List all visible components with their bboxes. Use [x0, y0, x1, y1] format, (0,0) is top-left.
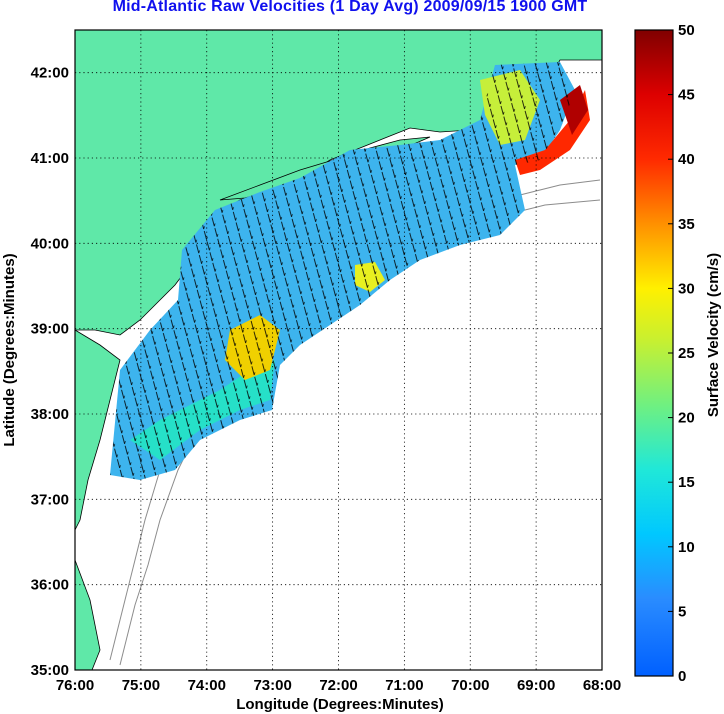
x-tick-label: 70:00 [451, 677, 489, 694]
colorbar-tick-label: 5 [678, 603, 686, 620]
colorbar-tick-label: 30 [678, 280, 695, 297]
colorbar-ticks: 0 5 10 15 20 25 30 35 40 45 50 [668, 22, 695, 685]
colorbar-tick-label: 15 [678, 474, 695, 491]
y-tick-label: 42:00 [31, 65, 69, 82]
y-tick-label: 41:00 [31, 150, 69, 167]
colorbar-tick-label: 50 [678, 22, 695, 39]
x-tick-label: 69:00 [517, 677, 555, 694]
colorbar-tick-label: 20 [678, 410, 695, 427]
y-axis-label: Latitude (Degrees:Minutes) [1, 253, 18, 446]
x-tick-label: 68:00 [583, 677, 621, 694]
colorbar-tick-label: 25 [678, 345, 695, 362]
colorbar-gradient [634, 29, 674, 677]
map-title: Mid-Atlantic Raw Velocities (1 Day Avg) … [112, 0, 588, 15]
x-tick-label: 72:00 [319, 677, 357, 694]
x-tick-labels: 76:00 75:00 74:00 73:00 72:00 71:00 70:00 69:00… [56, 677, 621, 694]
y-tick-label: 40:00 [31, 235, 69, 252]
grid-lines [75, 30, 602, 670]
colorbar-tick-label: 0 [678, 668, 686, 685]
colorbar-label: Surface Velocity (cm/s) [705, 253, 722, 417]
x-axis-label: Longitude (Degrees:Minutes) [236, 696, 444, 713]
plot-frame [74, 29, 603, 671]
colorbar-tick-label: 10 [678, 539, 695, 556]
x-tick-label: 73:00 [253, 677, 291, 694]
x-tick-label: 75:00 [122, 677, 160, 694]
colorbar-tick-label: 40 [678, 151, 695, 168]
colorbar: 0 5 10 15 20 25 30 35 40 45 50 Surface Velocity (c… [634, 22, 722, 685]
x-tick-label: 71:00 [385, 677, 423, 694]
colorbar-tick-label: 45 [678, 87, 695, 104]
velocity-field [110, 62, 590, 480]
colorbar-tick-label: 35 [678, 216, 695, 233]
y-tick-label: 35:00 [31, 662, 69, 679]
y-tick-label: 37:00 [31, 491, 69, 508]
y-tick-label: 38:00 [31, 406, 69, 423]
x-tick-label: 74:00 [188, 677, 226, 694]
y-tick-label: 36:00 [31, 577, 69, 594]
x-tick-label: 76:00 [56, 677, 94, 694]
y-tick-label: 39:00 [31, 321, 69, 338]
y-tick-labels: 35:00 36:00 37:00 38:00 39:00 40:00 41:00 42:00 [31, 65, 69, 679]
